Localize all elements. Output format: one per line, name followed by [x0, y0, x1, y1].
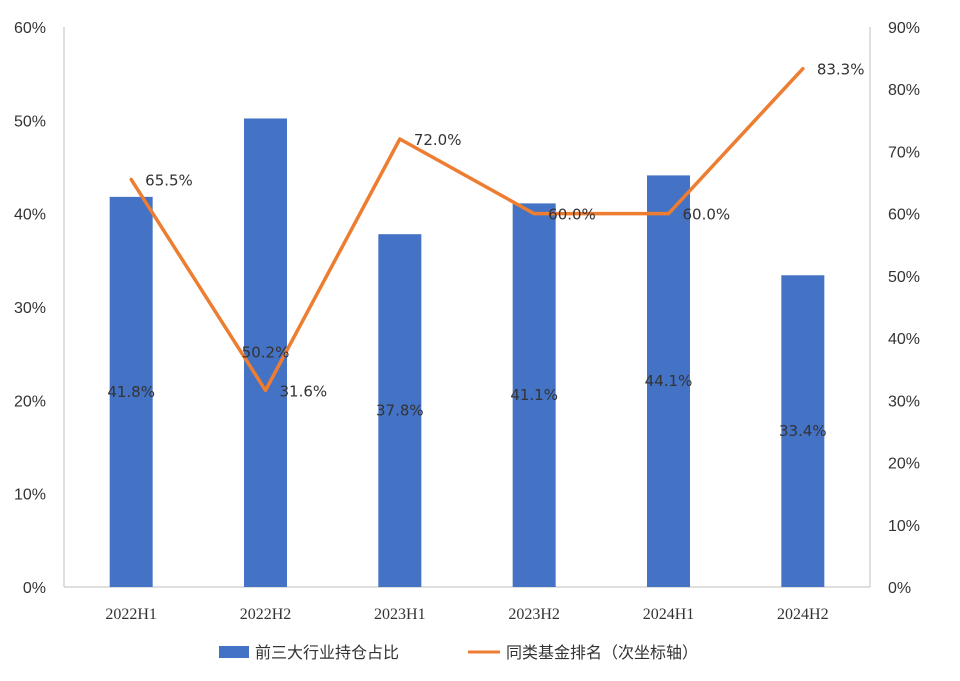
- right-tick-label: 60%: [888, 207, 920, 224]
- line-data-label: 60.0%: [548, 206, 596, 224]
- right-tick-label: 70%: [888, 144, 920, 161]
- bar-data-label: 33.4%: [779, 422, 827, 440]
- data-labels: 41.8% 50.2% 37.8% 41.1% 44.1% 33.4% 65.5% 31.6%…: [107, 61, 864, 440]
- right-tick-label: 80%: [888, 82, 920, 99]
- left-axis-ticks: 0% 10% 20% 30% 40% 50% 60%: [14, 20, 46, 597]
- right-tick-label: 30%: [888, 393, 920, 410]
- bar: [781, 275, 825, 587]
- line-data-label: 60.0%: [683, 206, 731, 224]
- legend-line-label: 同类基金排名（次坐标轴）: [506, 643, 698, 662]
- line-data-label: 83.3%: [817, 61, 865, 79]
- left-tick-label: 60%: [14, 20, 46, 37]
- rank-line: [129, 66, 805, 393]
- category-label: 2023H1: [374, 606, 426, 623]
- left-tick-label: 40%: [14, 207, 46, 224]
- bar: [378, 234, 422, 587]
- bar-series: [109, 118, 825, 587]
- right-tick-label: 0%: [888, 580, 911, 597]
- bar: [109, 196, 153, 587]
- bar-data-label: 50.2%: [242, 344, 290, 362]
- right-tick-label: 50%: [888, 269, 920, 286]
- right-tick-label: 90%: [888, 20, 920, 37]
- legend: 前三大行业持仓占比 同类基金排名（次坐标轴）: [219, 643, 698, 662]
- category-label: 2022H1: [105, 606, 157, 623]
- category-label: 2023H2: [508, 606, 560, 623]
- category-label: 2022H2: [240, 606, 292, 623]
- bar-data-label: 41.8%: [107, 383, 155, 401]
- bar: [244, 118, 287, 587]
- line-series: [129, 66, 805, 393]
- right-tick-label: 20%: [888, 456, 920, 473]
- bar-data-label: 37.8%: [376, 402, 424, 420]
- line-data-label: 72.0%: [414, 131, 462, 149]
- category-label: 2024H1: [643, 606, 695, 623]
- bar: [512, 203, 556, 587]
- plot-frame: [63, 27, 871, 588]
- bar-data-label: 41.1%: [510, 386, 558, 404]
- category-label: 2024H2: [777, 606, 829, 623]
- right-tick-label: 10%: [888, 518, 920, 535]
- bar: [647, 175, 690, 587]
- right-axis-ticks: 0% 10% 20% 30% 40% 50% 60% 70% 80% 90%: [888, 20, 920, 597]
- legend-bar-label: 前三大行业持仓占比: [255, 643, 399, 662]
- left-tick-label: 0%: [23, 580, 46, 597]
- bar-data-label: 44.1%: [645, 372, 693, 390]
- left-tick-label: 50%: [14, 113, 46, 130]
- left-tick-label: 10%: [14, 487, 46, 504]
- right-tick-label: 40%: [888, 331, 920, 348]
- legend-bar-swatch: [219, 646, 249, 658]
- left-tick-label: 20%: [14, 393, 46, 410]
- category-labels: 2022H1 2022H2 2023H1 2023H2 2024H1 2024H2: [105, 606, 828, 623]
- line-data-label: 65.5%: [145, 171, 193, 189]
- left-tick-label: 30%: [14, 300, 46, 317]
- line-data-label: 31.6%: [280, 382, 328, 400]
